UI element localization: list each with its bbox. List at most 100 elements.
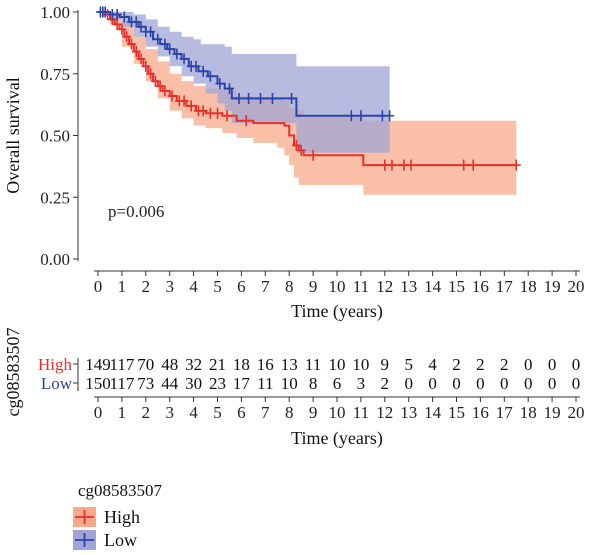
legend-items: High Low [73,507,140,550]
risk-x-tick-label: 5 [213,403,222,422]
risk-table-x-title: Time (years) [291,428,383,449]
risk-cell-low: 44 [161,374,179,393]
legend-key-mark-high [75,510,94,524]
censor-mark-high [167,90,177,102]
risk-cell-high: 0 [548,355,557,374]
risk-cell-low: 0 [428,374,437,393]
censor-mark-low [346,110,356,122]
risk-cell-low: 73 [137,374,154,393]
x-tick-label: 1 [118,277,127,296]
risk-cell-high: 21 [209,355,226,374]
y-tick-label: 0.00 [40,250,70,269]
censor-marks [95,6,521,171]
risk-cell-high: 0 [524,355,533,374]
censor-mark-high [150,75,160,87]
censor-mark-low [179,53,189,65]
risk-cell-low: 0 [524,374,533,393]
y-tick-label: 1.00 [40,3,70,22]
risk-cell-low: 0 [548,374,557,393]
risk-x-tick-label: 1 [118,403,127,422]
censor-mark-high [291,139,301,151]
risk-cell-low: 11 [257,374,273,393]
risk-cell-high: 2 [500,355,509,374]
x-tick-label: 14 [424,277,442,296]
risk-cell-high: 5 [404,355,413,374]
legend: cg08583507 High Low [73,481,163,550]
x-tick-label: 4 [189,277,198,296]
legend-key-mark-low [75,533,94,547]
risk-cell-low: 3 [357,374,366,393]
censor-mark-high [308,149,318,161]
risk-x-tick-label: 18 [520,403,537,422]
x-tick-label: 5 [213,277,222,296]
legend-label-high: High [104,507,140,527]
censor-mark-low [267,92,277,104]
x-tick-label: 19 [544,277,561,296]
risk-cell-low: 8 [309,374,318,393]
x-tick-label: 9 [309,277,318,296]
risk-cell-high: 117 [109,355,134,374]
risk-x-tick-label: 14 [424,403,442,422]
risk-x-tick-label: 7 [261,403,270,422]
x-tick-label: 11 [353,277,369,296]
risk-cell-low: 0 [404,374,413,393]
risk-cell-low: 10 [281,374,298,393]
risk-cell-low: 17 [233,374,251,393]
risk-x-tick-label: 9 [309,403,318,422]
censor-mark-low [146,26,156,38]
risk-cell-low: 0 [500,374,509,393]
censor-mark-low [205,70,215,82]
risk-cell-low: 30 [185,374,202,393]
risk-x-tick-label: 3 [165,403,174,422]
risk-cell-high: 70 [137,355,154,374]
censor-mark-high [198,105,208,117]
risk-row-label-low: Low [41,374,73,393]
censor-mark-low [215,78,225,90]
censor-mark-low [119,11,129,23]
x-tick-label: 2 [142,277,151,296]
risk-cell-high: 4 [428,355,437,374]
risk-cell-high: 11 [305,355,321,374]
risk-x-tick-label: 11 [353,403,369,422]
x-tick-label: 13 [400,277,417,296]
risk-cell-high: 10 [352,355,369,374]
x-tick-label: 12 [376,277,393,296]
censor-mark-high [511,159,521,171]
censor-mark-low [234,92,244,104]
risk-cell-high: 16 [257,355,274,374]
x-axis-title: Time (years) [291,301,383,322]
censor-mark-high [146,68,156,80]
risk-row-label-high: High [38,355,73,374]
y-tick-label: 0.75 [40,65,70,84]
censor-mark-low [172,48,182,60]
censor-mark-low [100,6,110,18]
censor-mark-high [136,53,146,65]
y-tick-label: 0.25 [40,188,70,207]
censor-mark-high [406,159,416,171]
risk-x-tick-label: 12 [376,403,393,422]
risk-cell-high: 48 [161,355,178,374]
x-tick-label: 0 [94,277,103,296]
y-tick-label: 0.50 [40,127,70,146]
censor-mark-low [131,16,141,28]
risk-cell-high: 18 [233,355,250,374]
x-tick-label: 3 [165,277,174,296]
risk-x-tick-label: 15 [448,403,465,422]
risk-table: cg08583507 0 1 2 3 4 5 6 7 8 9 10 11 12 13 14 15 16 17 18 1… [3,328,585,450]
p-value-annotation: p=0.006 [108,202,164,221]
censor-mark-low [224,83,234,95]
censor-mark-high [459,159,469,171]
censor-mark-low [165,43,175,55]
confidence-bands [98,12,517,195]
risk-cell-high: 2 [476,355,485,374]
risk-cell-low: 6 [333,374,342,393]
risk-x-tick-label: 2 [142,403,151,422]
risk-x-tick-label: 19 [544,403,561,422]
censor-mark-high [179,95,189,107]
risk-cell-high: 9 [381,355,390,374]
risk-cell-high: 2 [452,355,461,374]
plot-axes: 0.000.250.500.751.000 1 2 3 4 5 6 7 8 9 10 11 12 13 14… [40,3,584,296]
x-tick-label: 17 [496,277,514,296]
